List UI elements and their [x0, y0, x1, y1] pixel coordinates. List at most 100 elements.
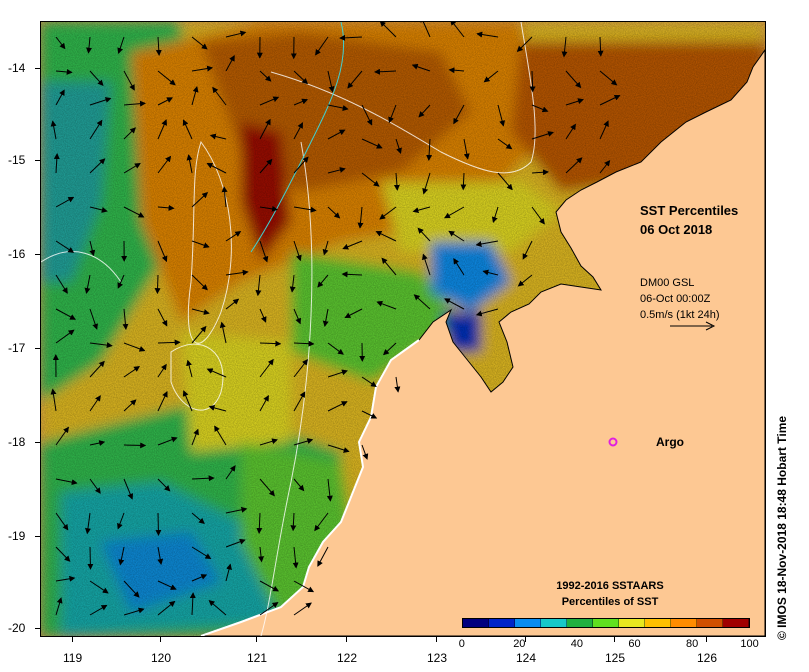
current-arrow — [327, 342, 344, 355]
current-arrow — [293, 359, 309, 378]
lon-tick-label: 124 — [516, 651, 537, 665]
current-arrow — [191, 512, 205, 525]
current-arrow — [182, 119, 193, 140]
current-arrow — [599, 70, 618, 86]
lon-tick-label: 120 — [151, 651, 172, 665]
current-arrow — [209, 133, 227, 140]
argo-label: Argo — [656, 435, 684, 449]
colorbar-swatch — [515, 619, 541, 627]
current-arrow — [89, 70, 104, 87]
current-arrow — [476, 31, 499, 38]
current-arrow — [393, 172, 400, 191]
current-arrow — [89, 395, 101, 412]
map-canvas[interactable] — [41, 22, 765, 636]
current-arrow — [361, 410, 378, 419]
current-arrow — [84, 512, 91, 535]
current-arrow — [327, 70, 335, 93]
current-arrow — [84, 274, 91, 294]
colorbar — [462, 618, 750, 628]
current-arrow — [206, 163, 227, 174]
current-arrow — [292, 546, 299, 569]
current-arrow — [191, 475, 215, 482]
current-arrow — [422, 253, 431, 276]
current-arrow — [55, 274, 68, 294]
current-arrow — [293, 580, 315, 593]
current-arrow — [191, 428, 199, 446]
current-arrow — [497, 104, 506, 127]
lon-tick — [436, 637, 437, 642]
current-arrow — [516, 36, 533, 53]
current-arrow — [191, 192, 209, 208]
current-arrow — [155, 512, 162, 536]
colorbar-title-line-2: Percentiles of SST — [561, 596, 659, 608]
current-arrow — [191, 325, 207, 344]
current-arrow — [361, 376, 377, 388]
lat-tick-label: -19 — [8, 529, 26, 543]
current-arrow — [341, 271, 363, 278]
current-arrow — [55, 196, 75, 208]
current-arrow — [376, 300, 397, 310]
current-arrow — [597, 36, 604, 57]
current-arrow — [208, 600, 227, 616]
current-arrow — [327, 444, 350, 453]
current-arrow — [293, 602, 312, 616]
current-arrow — [599, 120, 609, 140]
current-arrow — [259, 240, 269, 263]
current-arrow — [225, 538, 246, 548]
current-arrow — [259, 118, 271, 140]
lat-tick-label: -17 — [8, 341, 26, 355]
current-arrow — [55, 512, 69, 531]
colorbar-tick-label: 20 — [513, 638, 526, 650]
colorbar-swatch — [567, 619, 593, 627]
lon-tick-label: 126 — [697, 651, 718, 665]
current-arrow — [293, 391, 306, 412]
lon-tick-label: 119 — [63, 651, 83, 665]
current-arrow — [327, 206, 341, 219]
current-arrow — [154, 274, 161, 295]
current-arrow — [448, 230, 465, 242]
current-arrow — [460, 172, 467, 191]
colorbar-swatch — [541, 619, 567, 627]
current-arrow — [89, 158, 106, 174]
current-arrow — [89, 240, 96, 257]
colorbar-swatch — [463, 619, 489, 627]
current-arrow — [123, 162, 141, 174]
lon-tick — [256, 637, 257, 642]
sst-map[interactable] — [40, 21, 766, 637]
current-arrow — [418, 104, 431, 118]
current-arrow — [293, 478, 305, 492]
lat-tick-label: -16 — [8, 247, 26, 261]
current-arrow — [361, 104, 373, 126]
colorbar-tick-label: 60 — [628, 638, 641, 650]
current-arrow — [531, 206, 545, 225]
current-arrow — [259, 478, 275, 497]
lat-tick — [35, 628, 40, 629]
current-arrow — [89, 342, 113, 349]
current-arrow — [259, 340, 282, 347]
current-arrow — [327, 104, 349, 111]
lon-tick-label: 123 — [427, 651, 448, 665]
current-arrow — [89, 308, 99, 330]
argo-marker[interactable] — [608, 437, 618, 447]
current-arrow — [561, 36, 568, 58]
lon-tick — [706, 637, 707, 642]
current-arrow — [317, 546, 329, 567]
current-arrow — [182, 390, 193, 412]
current-arrow — [55, 546, 71, 562]
current-arrow — [289, 274, 296, 293]
current-arrow — [491, 206, 499, 224]
current-arrow — [388, 104, 397, 124]
colorbar-title-line-1: 1992-2016 SSTAARS — [556, 580, 664, 592]
current-arrow — [522, 240, 533, 260]
current-arrow — [50, 120, 57, 140]
current-arrow — [483, 70, 499, 83]
lat-tick — [35, 160, 40, 161]
current-arrow — [157, 546, 164, 565]
current-arrow — [259, 96, 280, 106]
lat-tick — [35, 536, 40, 537]
current-arrow — [89, 580, 109, 594]
current-arrow — [347, 70, 363, 89]
current-arrow — [463, 138, 470, 160]
current-arrow — [293, 438, 314, 446]
current-arrow — [379, 206, 397, 220]
